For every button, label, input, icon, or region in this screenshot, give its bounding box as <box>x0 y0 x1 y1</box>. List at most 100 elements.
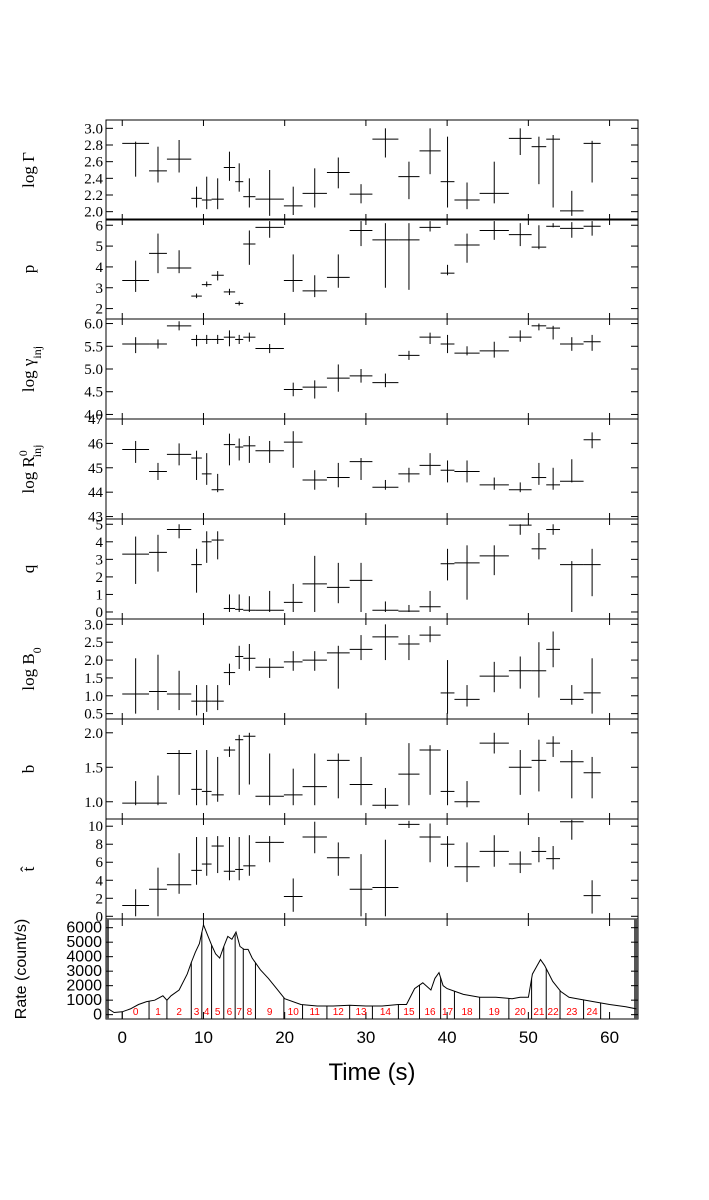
y-tick-label: 3.0 <box>84 121 103 137</box>
y-tick-label: 5.0 <box>84 362 103 378</box>
y-axis-label: q <box>19 564 38 573</box>
y-tick-label: 2 <box>96 570 104 586</box>
y-tick-label: 4 <box>96 260 104 276</box>
y-tick-label: 0.5 <box>84 707 103 723</box>
y-tick-label: 0 <box>96 605 104 621</box>
y-tick-label: 1 <box>96 587 104 603</box>
segment-label: 4 <box>204 1007 210 1018</box>
y-tick-label: 4 <box>96 873 104 889</box>
segment-label: 1 <box>155 1007 161 1018</box>
y-tick-label: 2.4 <box>84 171 103 187</box>
panel-frame <box>105 418 639 520</box>
x-tick-label: 50 <box>519 1028 538 1047</box>
parameter-panel: 4.0 4.5 5.0 5.5 6.0 log γinj <box>19 317 639 423</box>
y-tick-label: 6 <box>96 855 104 871</box>
panel-frame <box>105 918 639 1020</box>
edge-shade <box>106 919 109 1019</box>
x-tick-label: 40 <box>438 1028 457 1047</box>
y-tick-label: 43 <box>88 510 103 526</box>
y-label-subscript: 0 <box>30 647 44 653</box>
panel-frame <box>105 218 639 320</box>
y-tick-label: 4.5 <box>84 385 103 401</box>
y-axis-label: log R0inj <box>16 445 44 494</box>
y-tick-label: 0 <box>96 909 104 925</box>
y-tick-label: 2.2 <box>84 188 103 204</box>
y-tick-label: 2.0 <box>84 653 103 669</box>
x-axis-title: Time (s) <box>328 1059 415 1086</box>
y-tick-label: 1.0 <box>84 795 103 811</box>
y-tick-label: 5.5 <box>84 339 103 355</box>
parameter-panel: 1.0 1.5 2.0 b <box>19 718 639 820</box>
y-tick-label: 47 <box>88 412 104 428</box>
y-tick-label: 2.6 <box>84 155 103 171</box>
segment-label: 8 <box>247 1007 253 1018</box>
y-tick-label: 2.5 <box>84 635 103 651</box>
segment-label: 2 <box>176 1007 182 1018</box>
panel-frame <box>105 818 639 920</box>
segment-label: 20 <box>515 1007 527 1018</box>
y-tick-label: 46 <box>88 436 104 452</box>
panel-frame <box>105 718 639 820</box>
segment-label: 17 <box>442 1007 454 1018</box>
y-tick-label: 4 <box>96 535 104 551</box>
y-tick-label: 6.0 <box>84 317 103 333</box>
y-tick-label: 6 <box>96 218 104 234</box>
y-axis-label: log γinj <box>19 346 44 392</box>
y-label-superscript: 0 <box>16 450 30 456</box>
y-tick-label: 6000 <box>66 920 102 937</box>
segment-label: 10 <box>288 1007 300 1018</box>
x-tick-label: 20 <box>275 1028 294 1047</box>
light-curve <box>108 923 637 1014</box>
segment-label: 19 <box>489 1007 501 1018</box>
segment-label: 3 <box>194 1007 200 1018</box>
y-tick-label: 1.5 <box>84 760 103 776</box>
segment-label: 24 <box>587 1007 599 1018</box>
y-label-subscript: inj <box>30 346 44 359</box>
y-axis-label: log B0 <box>19 647 44 690</box>
segment-label: 9 <box>267 1007 273 1018</box>
y-axis-label: b <box>19 765 38 774</box>
y-tick-label: 3 <box>96 552 104 568</box>
segment-label: 16 <box>425 1007 437 1018</box>
y-tick-label: 2 <box>96 891 104 907</box>
x-axis: 0 10 20 30 40 50 60 <box>118 1028 620 1047</box>
y-axis-label: log Γ <box>19 152 38 188</box>
y-label-subscript: inj <box>30 445 44 458</box>
y-tick-label: 2.0 <box>84 205 103 221</box>
y-tick-label: 44 <box>88 485 104 501</box>
y-tick-label: 2.0 <box>84 726 103 742</box>
parameter-panel: 0 12 34 5 q <box>19 517 639 621</box>
y-tick-label: 3 <box>96 281 104 297</box>
segment-label: 5 <box>215 1007 221 1018</box>
segment-label: 21 <box>533 1007 545 1018</box>
segment-label: 23 <box>566 1007 578 1018</box>
segment-label: 18 <box>461 1007 473 1018</box>
y-axis-label: t̂ <box>19 866 38 872</box>
segment-label: 14 <box>380 1007 392 1018</box>
parameter-panel: 0 2 4 6 8 10 t̂ <box>19 818 639 925</box>
segment-label: 7 <box>236 1007 242 1018</box>
y-tick-label: 2 <box>96 302 104 318</box>
parameter-panel: 2 3 4 5 6 p <box>19 218 639 320</box>
y-tick-label: 4.0 <box>84 407 103 423</box>
y-tick-label: 5000 <box>66 934 102 951</box>
x-tick-label: 10 <box>194 1028 213 1047</box>
panel-frame <box>105 618 639 720</box>
x-tick-label: 60 <box>600 1028 619 1047</box>
y-tick-label: 1000 <box>66 992 102 1009</box>
panel-frame <box>105 119 639 221</box>
panel-frame <box>105 518 639 620</box>
y-tick-label: 5 <box>96 239 104 255</box>
y-tick-label: 3.0 <box>84 617 103 633</box>
edge-shade <box>634 919 638 1019</box>
parameter-panel: 2.02.22.42.62.83.0 log Γ <box>19 119 639 221</box>
segment-label: 11 <box>310 1007 321 1018</box>
y-tick-label: 5 <box>96 517 104 533</box>
segment-label: 13 <box>355 1007 367 1018</box>
y-tick-label: 2000 <box>66 978 102 995</box>
y-tick-label: 4000 <box>66 949 102 966</box>
x-tick-label: 30 <box>356 1028 375 1047</box>
